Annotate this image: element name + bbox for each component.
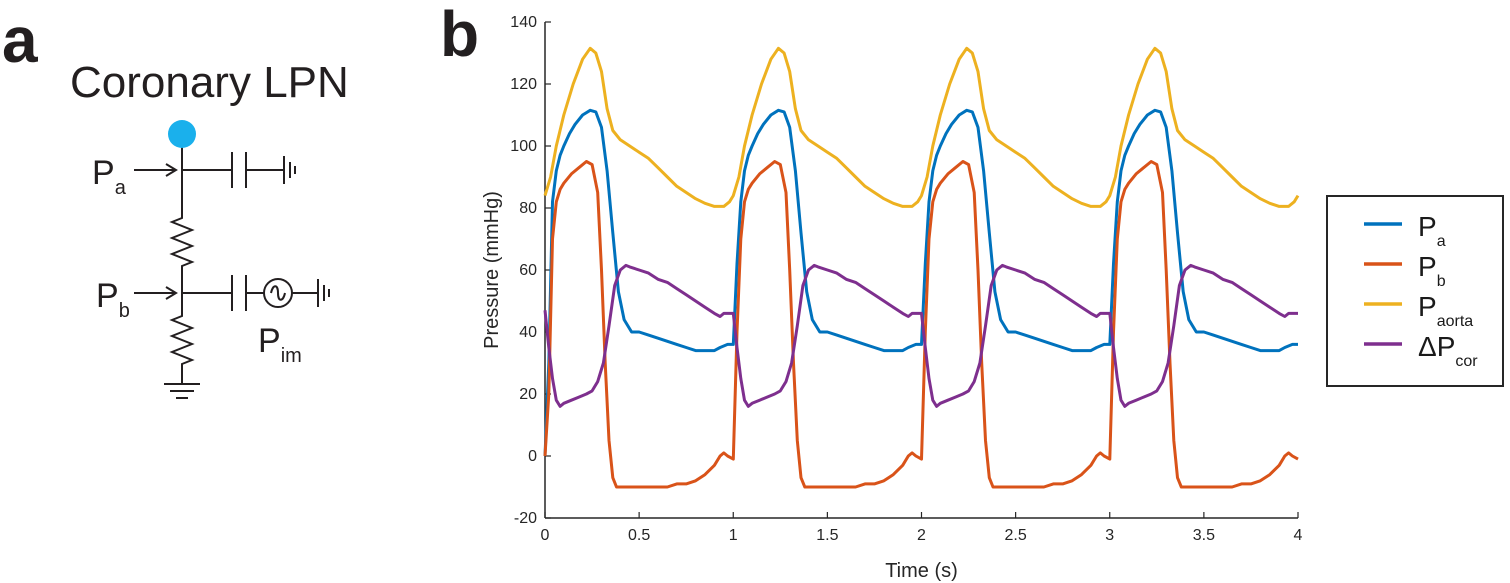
x-tick-label: 3: [1105, 527, 1114, 544]
y-tick-label: 80: [519, 200, 537, 217]
legend-label-2: Paorta: [1418, 291, 1473, 330]
x-tick-label: 1: [729, 527, 738, 544]
x-axis-label: Time (s): [885, 560, 958, 582]
x-tick-label: 1.5: [816, 527, 838, 544]
x-tick-label: 2.5: [1005, 527, 1027, 544]
node-dot: [168, 120, 196, 148]
label-pb: Pb: [96, 277, 130, 322]
label-pa: Pa: [92, 154, 127, 199]
x-tick-label: 0: [541, 527, 550, 544]
panel-letter-b: b: [440, 0, 480, 70]
series-line-1: [543, 160, 1299, 489]
resistor-top: [169, 210, 195, 300]
y-tick-label: 60: [519, 262, 537, 279]
series-line-3: [543, 263, 1298, 408]
pb-arrowhead: [165, 286, 178, 300]
y-tick-label: 100: [510, 138, 537, 155]
panel-letter-a: a: [2, 4, 38, 76]
circuit-diagram: Pa Pb Pim: [92, 120, 330, 399]
legend-box: [1326, 195, 1504, 387]
series-line-2: [543, 46, 1300, 208]
y-tick-label: 20: [519, 386, 537, 403]
series-lines: [543, 46, 1300, 489]
legend-label-1: Pb: [1418, 251, 1446, 290]
series-line-0: [543, 108, 1298, 457]
y-tick-label: 120: [510, 76, 537, 93]
x-tick-label: 3.5: [1193, 527, 1215, 544]
x-tick-label: 0.5: [628, 527, 650, 544]
axes: 0 0.5 1 1.5 2 2.5 3 3.5 4-20020406080100120140Ti…: [481, 14, 1303, 582]
y-axis-label: Pressure (mmHg): [481, 191, 503, 349]
y-tick-label: 0: [528, 448, 537, 465]
y-tick-label: 40: [519, 324, 537, 341]
pa-arrowhead: [165, 163, 178, 177]
y-tick-label: -20: [514, 510, 537, 527]
diagram-title: Coronary LPN: [70, 58, 349, 107]
legend-label-3: ΔPcor: [1418, 331, 1478, 370]
resistor-bottom: [169, 300, 195, 384]
label-pim: Pim: [258, 322, 302, 367]
y-tick-label: 140: [510, 14, 537, 31]
x-tick-label: 4: [1294, 527, 1303, 544]
x-tick-label: 2: [917, 527, 926, 544]
legend-label-0: Pa: [1418, 211, 1446, 250]
sine-wave-icon: [270, 285, 286, 301]
